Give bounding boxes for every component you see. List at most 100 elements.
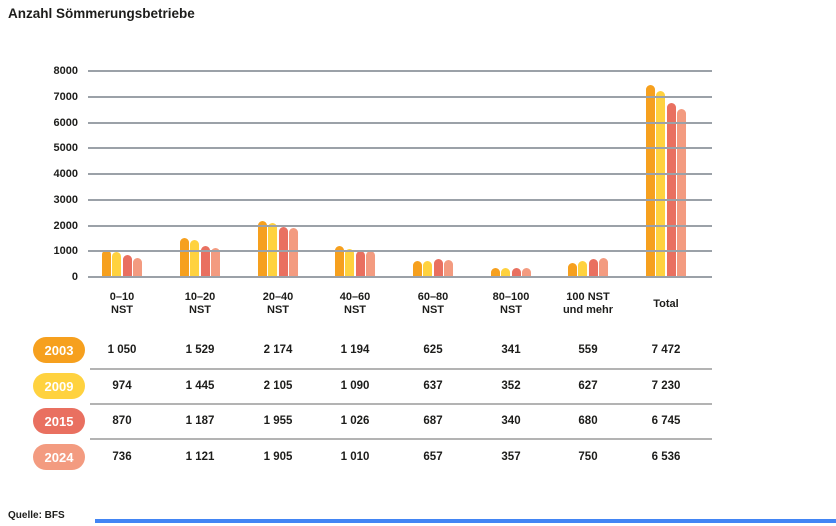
x-axis-label-80-100-nst: 80–100 NST — [492, 291, 530, 316]
table-cell-2024-total: 6 536 — [651, 451, 681, 463]
table-cell-2024-60-80-nst: 657 — [423, 451, 443, 463]
x-axis-label-total: Total — [653, 298, 679, 310]
x-axis-label-10-20-nst: 10–20 NST — [184, 291, 216, 316]
bar-2003-60-80-nst — [412, 261, 422, 277]
bar-2024-80-100-nst — [522, 268, 532, 277]
table-cell-2024-40-60-nst: 1 010 — [340, 451, 370, 463]
table-cell-2015-80-100-nst: 340 — [501, 415, 521, 427]
bar-2015-0-10-nst — [122, 255, 132, 277]
y-axis-label: 1000 — [53, 245, 78, 258]
row-divider-1 — [90, 403, 712, 405]
bar-2009-80-100-nst — [501, 268, 511, 277]
bar-2015-60-80-nst — [433, 259, 443, 277]
gridline-8000 — [88, 70, 712, 72]
row-divider-2 — [90, 438, 712, 440]
bar-2024-10-20-nst — [211, 248, 221, 277]
legend-pill-2024: 2024 — [33, 444, 85, 470]
table-cell-2015-0-10-nst: 870 — [112, 415, 132, 427]
gridline-6000 — [88, 121, 712, 124]
gridline-4000 — [88, 173, 712, 175]
table-cell-2003-10-20-nst: 1 529 — [185, 344, 215, 356]
y-axis-label: 8000 — [53, 65, 78, 77]
bar-2003-100-nst-und-mehr — [567, 263, 577, 277]
table-cell-2015-40-60-nst: 1 026 — [340, 415, 370, 427]
bar-2015-100-nst-und-mehr — [588, 259, 598, 277]
y-axis-label: 3000 — [53, 193, 78, 206]
table-cell-2015-100-nst-und-mehr: 680 — [578, 415, 598, 427]
bar-2015-10-20-nst — [200, 246, 210, 277]
table-cell-2015-20-40-nst: 1 955 — [263, 415, 293, 427]
bar-2003-40-60-nst — [334, 246, 344, 277]
table-cell-2009-total: 7 230 — [651, 380, 681, 392]
table-cell-2009-40-60-nst: 1 090 — [340, 380, 370, 392]
bar-2015-total — [666, 103, 676, 277]
legend-pill-2015: 2015 — [33, 408, 85, 434]
table-cell-2024-10-20-nst: 1 121 — [185, 451, 215, 463]
bar-2024-20-40-nst — [289, 228, 299, 277]
bar-2009-100-nst-und-mehr — [578, 261, 588, 277]
y-axis-label: 6000 — [53, 116, 78, 129]
bar-2024-100-nst-und-mehr — [599, 258, 609, 277]
table-cell-2024-20-40-nst: 1 905 — [263, 451, 293, 463]
table-cell-2009-10-20-nst: 1 445 — [185, 380, 215, 392]
bar-2009-40-60-nst — [345, 249, 355, 277]
bar-2015-40-60-nst — [355, 251, 365, 277]
bar-2009-10-20-nst — [190, 240, 200, 277]
bar-2003-80-100-nst — [490, 268, 500, 277]
bar-2003-total — [645, 85, 655, 277]
bar-2024-0-10-nst — [133, 258, 143, 277]
bar-2024-total — [677, 109, 687, 277]
gridline-5000 — [88, 147, 712, 150]
table-cell-2024-0-10-nst: 736 — [112, 451, 132, 463]
y-axis-label: 5000 — [53, 142, 78, 155]
bar-2003-0-10-nst — [101, 250, 111, 277]
footer-accent-bar — [95, 519, 836, 523]
bar-2009-0-10-nst — [112, 252, 122, 277]
page-title: Anzahl Sömmerungsbetriebe — [8, 6, 195, 21]
table-cell-2003-total: 7 472 — [651, 344, 681, 356]
legend-pill-2009: 2009 — [33, 373, 85, 399]
gridline-2000 — [88, 224, 712, 227]
legend-pill-2003: 2003 — [33, 337, 85, 363]
x-axis-label-40-60-nst: 40–60 NST — [339, 291, 371, 316]
bar-2015-80-100-nst — [511, 268, 521, 277]
bar-2009-60-80-nst — [423, 261, 433, 277]
table-cell-2009-60-80-nst: 637 — [423, 380, 443, 392]
table-cell-2003-20-40-nst: 2 174 — [263, 344, 293, 356]
x-axis-label-0-10-nst: 0–10 NST — [109, 291, 135, 316]
y-axis-label: 4000 — [53, 168, 78, 180]
bar-2003-10-20-nst — [179, 238, 189, 277]
table-cell-2009-20-40-nst: 2 105 — [263, 380, 293, 392]
bar-2009-20-40-nst — [268, 223, 278, 277]
table-cell-2009-0-10-nst: 974 — [112, 380, 132, 392]
row-divider-0 — [90, 368, 712, 370]
y-axis-label: 2000 — [53, 219, 78, 232]
gridline-3000 — [88, 198, 712, 201]
table-cell-2015-10-20-nst: 1 187 — [185, 415, 215, 427]
gridline-1000 — [88, 250, 712, 253]
table-cell-2015-total: 6 745 — [651, 415, 681, 427]
gridline-0 — [88, 276, 712, 278]
table-cell-2024-100-nst-und-mehr: 750 — [578, 451, 598, 463]
table-cell-2024-80-100-nst: 357 — [501, 451, 521, 463]
bar-2009-total — [656, 91, 666, 277]
table-cell-2003-80-100-nst: 341 — [501, 344, 521, 356]
y-axis-label: 7000 — [53, 90, 78, 103]
table-cell-2009-100-nst-und-mehr: 627 — [578, 380, 598, 392]
table-cell-2003-60-80-nst: 625 — [423, 344, 443, 356]
gridline-7000 — [88, 95, 712, 98]
bar-2024-40-60-nst — [366, 251, 376, 277]
x-axis-label-60-80-nst: 60–80 NST — [417, 291, 449, 316]
table-cell-2009-80-100-nst: 352 — [501, 380, 521, 392]
x-axis-label-20-40-nst: 20–40 NST — [262, 291, 294, 316]
table-cell-2003-40-60-nst: 1 194 — [340, 344, 370, 356]
source-label: Quelle: BFS — [8, 510, 65, 521]
table-cell-2003-100-nst-und-mehr: 559 — [578, 344, 598, 356]
x-axis-label-100-nst-und-mehr: 100 NST und mehr — [562, 291, 614, 316]
table-cell-2015-60-80-nst: 687 — [423, 415, 443, 427]
table-cell-2003-0-10-nst: 1 050 — [107, 344, 137, 356]
bar-2024-60-80-nst — [444, 260, 454, 277]
